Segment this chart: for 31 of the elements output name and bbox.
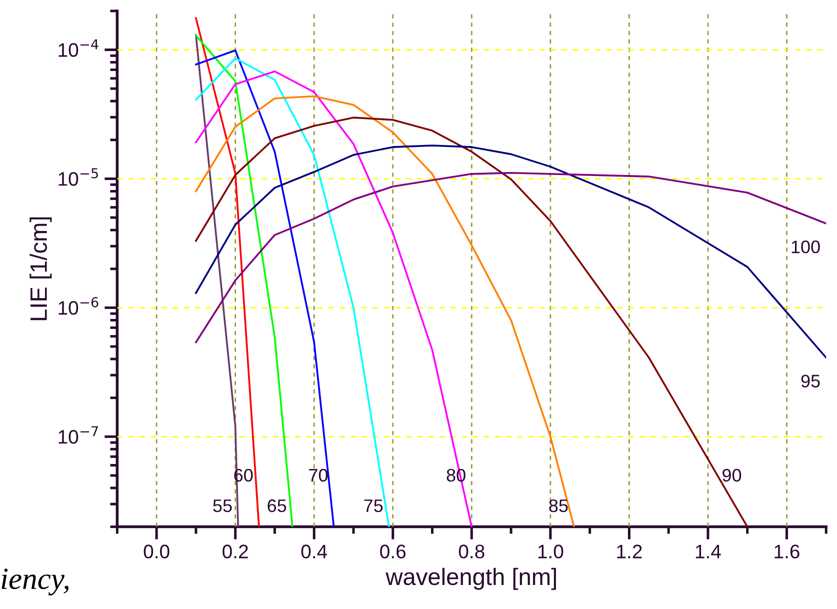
line-series (195, 144, 826, 359)
x-axis-title: wavelength [nm] (386, 568, 556, 590)
x-tick-label: 1.0 (538, 544, 564, 558)
series-label: 95 (801, 374, 820, 388)
x-tick-label: 1.4 (696, 544, 721, 558)
y-tick-label: 10$^{−5}$ (58, 168, 98, 186)
series-label: 100 (792, 240, 820, 254)
line-series (195, 34, 294, 527)
y-tick-label: 10$^{−6}$ (58, 297, 98, 315)
x-tick-label: 0.4 (301, 544, 328, 558)
line-series (195, 172, 826, 344)
series-label: 90 (722, 468, 742, 482)
x-tick-label: 0.0 (144, 544, 170, 558)
x-tick-label: 1.6 (774, 544, 800, 558)
line-series (195, 95, 575, 527)
y-tick-label: 10$^{−7}$ (58, 426, 98, 444)
y-axis-title: LIE [1/cm] (30, 217, 52, 320)
line-series (195, 70, 473, 527)
x-tick-label: 1.2 (617, 544, 642, 558)
series-label: 70 (309, 468, 328, 482)
y-tick-label: 10$^{−4}$ (58, 39, 98, 57)
line-series (195, 49, 335, 527)
series-label: 75 (364, 500, 383, 512)
text: iency, (2, 568, 68, 596)
x-tick-label: 0.6 (380, 544, 406, 558)
line-series (195, 57, 390, 527)
x-tick-label: 0.8 (458, 544, 484, 558)
x-tick-label: 0.2 (222, 544, 248, 558)
line-series (195, 116, 748, 527)
series-label: 65 (268, 499, 286, 512)
series-label: 55 (213, 500, 232, 512)
